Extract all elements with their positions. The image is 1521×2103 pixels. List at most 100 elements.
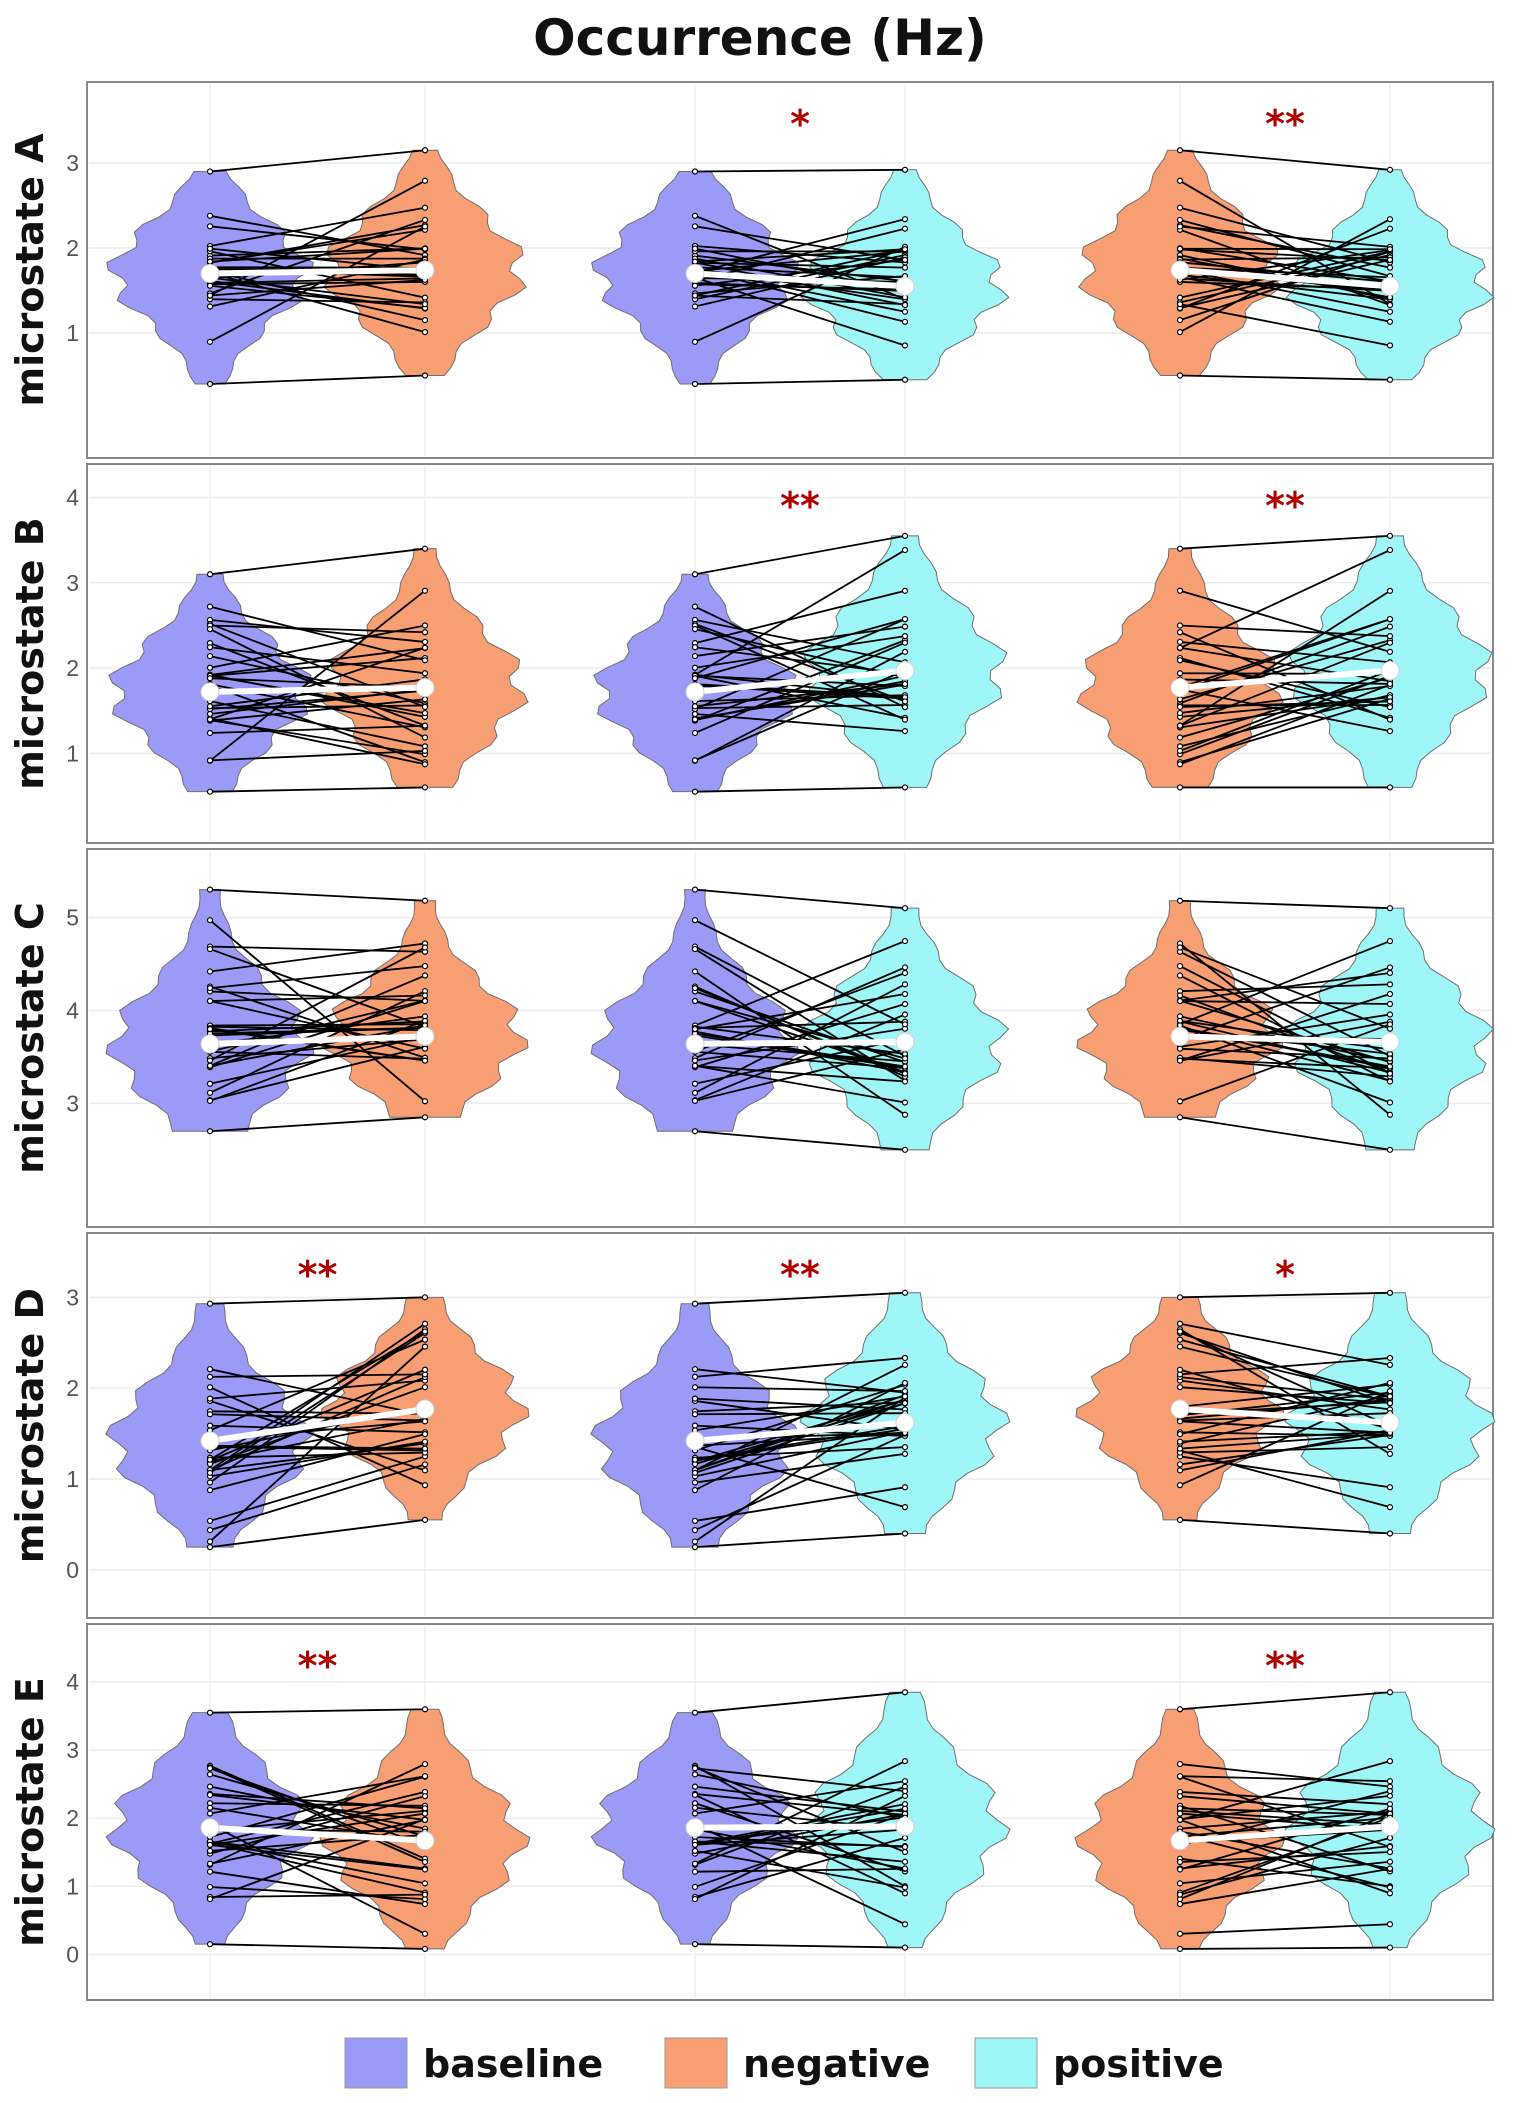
subject-point [1176,1930,1184,1937]
subject-point [691,997,699,1005]
subject-point [901,166,909,173]
subject-point [1386,1078,1394,1085]
subject-pair-line [209,698,426,722]
mean-point [1380,276,1400,296]
subject-point [206,1479,214,1486]
subject-point [901,648,909,655]
subject-point [1386,342,1394,349]
mean-line [207,1824,428,1844]
subject-point [1176,372,1184,379]
subject-pair-line [1179,1518,1391,1535]
subject-pair-line [694,987,906,1075]
subject-point [901,1400,909,1407]
subject-point [1386,264,1394,271]
subject-pair-line [694,261,906,306]
y-tick-label: 4 [66,485,79,511]
subject-pair-line [694,669,906,762]
mean-point [895,1413,915,1433]
subject-point [206,1026,214,1033]
subject-point [1386,623,1394,630]
subject-pair-line [1179,224,1391,269]
subject-pair-line [694,713,906,733]
subject-point [206,1384,214,1391]
subject-point [1386,587,1394,594]
subject-point [1386,376,1394,383]
subject-point [206,945,214,953]
comparison-baseline-positive [590,886,1010,1153]
mean-point [415,1399,435,1419]
subject-point [421,709,429,717]
subject-point [1386,1865,1394,1872]
subject-point [1386,1099,1394,1106]
subject-point [691,710,699,718]
subject-point [206,1841,214,1848]
comparison-baseline-negative [105,886,529,1135]
subject-point [206,282,214,289]
subject-pair-line [1179,225,1391,248]
subject-point [691,788,699,795]
subject-point [206,1366,214,1373]
subject-point [691,258,699,265]
subject-point [1386,680,1394,688]
comparison-baseline-negative [108,545,529,795]
subject-point [421,1098,429,1105]
subject-pair-line [1179,683,1391,766]
subject-point [691,1895,699,1903]
subject-point [206,985,214,992]
mean-point [200,1818,220,1838]
subject-point [1176,1057,1184,1064]
significance-marker: ** [1265,484,1305,528]
subject-pair-line [1179,1322,1391,1366]
subject-pair-line [1179,972,1391,1002]
subject-point [421,1114,429,1121]
subject-pair-line [209,1791,426,1845]
subject-pair-line [694,1794,906,1895]
subject-pair-line [694,248,906,263]
subject-pair-line [694,535,906,576]
subject-point [206,1411,214,1418]
subject-pair-line [209,1794,426,1821]
subject-point [421,204,429,211]
legend-label: negative [743,2042,930,2086]
mean-line [1177,1033,1393,1046]
subject-point [1386,639,1394,646]
subject-point [691,716,699,723]
subject-point [1176,1461,1184,1468]
subject-point [421,1366,429,1373]
subject-point [901,256,909,263]
subject-pair-line [209,605,426,662]
subject-point [901,716,909,723]
subject-pair-line [694,1402,906,1474]
subject-point [901,301,909,309]
subject-pair-line [209,1332,426,1474]
subject-point [421,784,429,791]
subject-point [901,342,909,349]
subject-point [691,1456,699,1463]
subject-point [1386,1834,1394,1841]
subject-pair-line [1179,1923,1391,1935]
subject-pair-line [1179,1449,1391,1509]
subject-point [691,1847,699,1855]
y-tick-label: 1 [66,1873,79,1899]
subject-pair-line [1179,940,1391,1026]
subject-point [901,1504,909,1511]
subject-point [691,1709,699,1716]
subject-point [901,981,909,988]
subject-pair-line [209,1708,426,1714]
subject-point [206,626,214,633]
subject-point [691,1517,699,1525]
mean-point [415,1831,435,1851]
subject-point [901,623,909,630]
subject-point [691,945,699,953]
subject-pair-line [694,246,906,343]
subject-pair-line [694,993,906,1031]
subject-point [1176,1891,1184,1898]
subject-pair-line [209,1819,426,1865]
subject-point [421,1891,429,1898]
mean-line [692,1823,908,1831]
subject-pair-line [209,547,426,576]
mean-line [1177,267,1393,290]
subject-point [901,1063,909,1070]
subject-point [1386,1354,1394,1362]
subject-pair-line [694,1828,906,1870]
